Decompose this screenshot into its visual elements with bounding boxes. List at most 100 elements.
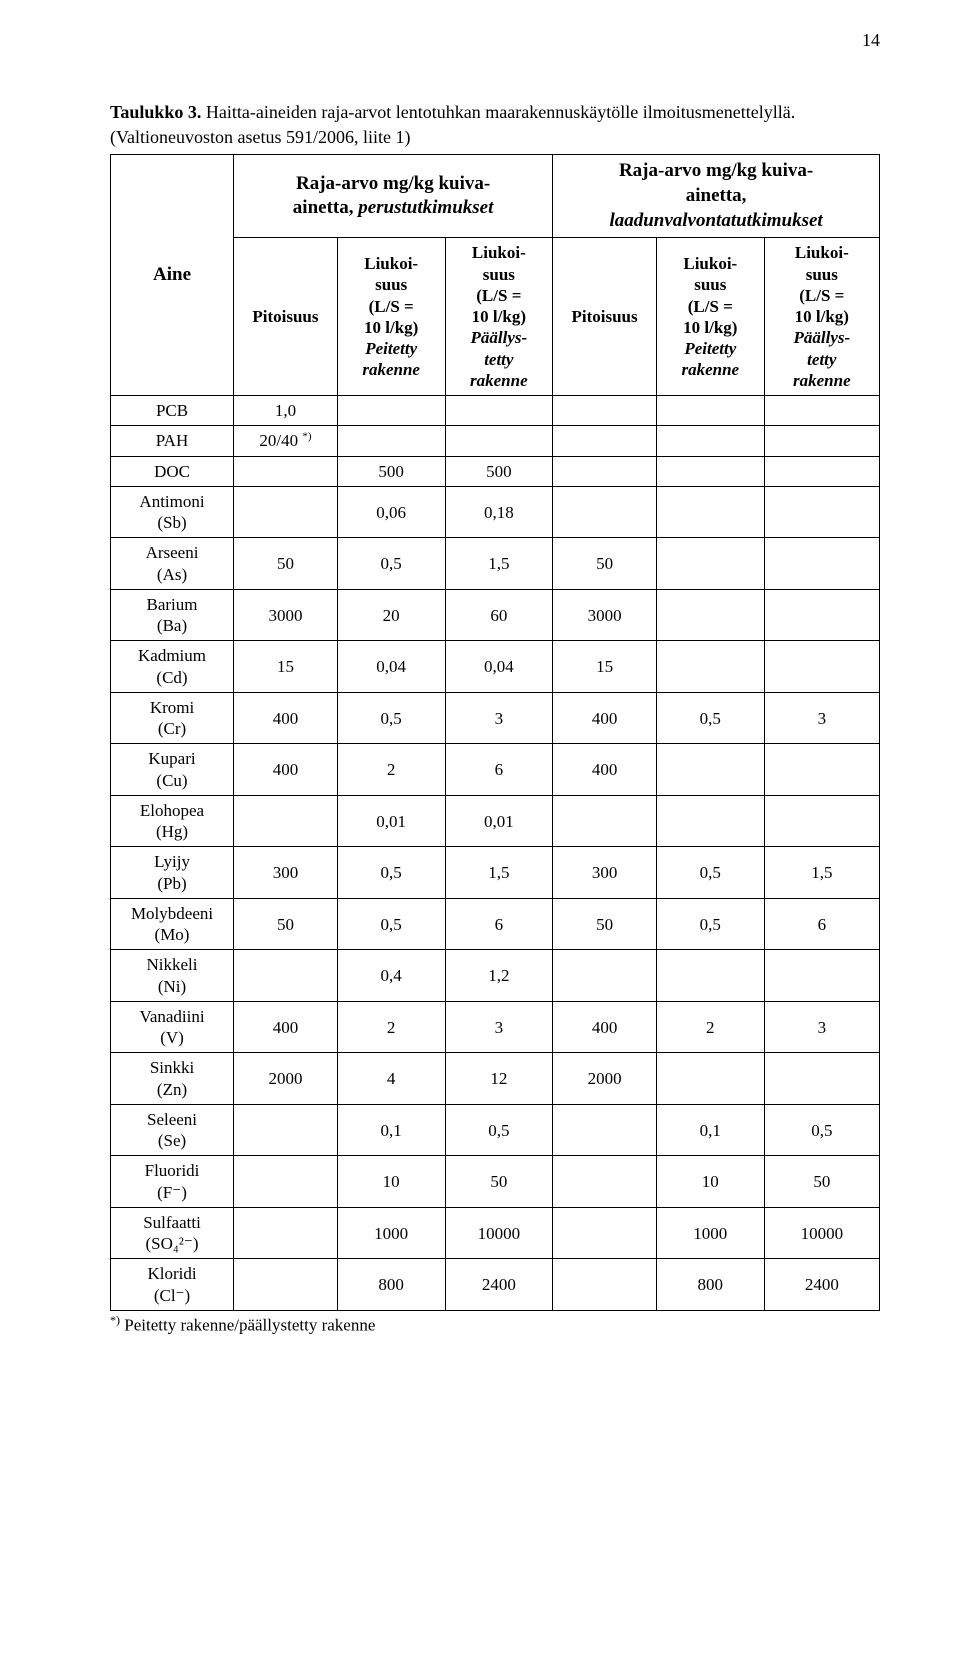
- cell-pitoisuus-2: [553, 1259, 657, 1311]
- header-peitetty-2: Liukoi-suus(L/S =10 l/kg) Peitettyrakenn…: [656, 238, 764, 396]
- table-row: Kromi(Cr)4000,534000,53: [111, 692, 880, 744]
- header-group-2-line2: ainetta,: [686, 185, 747, 206]
- cell-peitetty-1: 20: [337, 589, 445, 641]
- cell-peitetty-1: 0,5: [337, 538, 445, 590]
- cell-peitetty-2: [656, 744, 764, 796]
- caption-line2: (Valtioneuvoston asetus 591/2006, liite …: [110, 127, 410, 147]
- table-row: PAH20/40 *): [111, 426, 880, 456]
- row-label: Arseeni(As): [111, 538, 234, 590]
- header-group-2-ital: laadunvalvontatutkimukset: [609, 210, 822, 231]
- footnote-text: Peitetty rakenne/päällystetty rakenne: [120, 1316, 375, 1335]
- header-peitetty-1: Liukoi-suus(L/S =10 l/kg) Peitettyrakenn…: [337, 238, 445, 396]
- table-row: Antimoni(Sb)0,060,18: [111, 486, 880, 538]
- table-row: Barium(Ba)300020603000: [111, 589, 880, 641]
- row-label: Fluoridi(F⁻): [111, 1156, 234, 1208]
- cell-peitetty-1: 500: [337, 456, 445, 486]
- cell-pitoisuus-1: [234, 950, 338, 1002]
- table-row: Arseeni(As)500,51,550: [111, 538, 880, 590]
- cell-peitetty-1: [337, 426, 445, 456]
- cell-peitetty-2: 0,5: [656, 692, 764, 744]
- cell-paallys-2: [764, 486, 879, 538]
- cell-paallys-1: 1,5: [445, 847, 553, 899]
- row-label: PAH: [111, 426, 234, 456]
- page: 14 Taulukko 3. Haitta-aineiden raja-arvo…: [0, 0, 960, 1659]
- cell-pitoisuus-2: 400: [553, 744, 657, 796]
- row-label: Sinkki(Zn): [111, 1053, 234, 1105]
- table-row: Kloridi(Cl⁻)80024008002400: [111, 1259, 880, 1311]
- cell-peitetty-1: 10: [337, 1156, 445, 1208]
- cell-peitetty-1: 2: [337, 1001, 445, 1053]
- row-label: Kloridi(Cl⁻): [111, 1259, 234, 1311]
- cell-peitetty-2: [656, 538, 764, 590]
- cell-paallys-1: 6: [445, 898, 553, 950]
- cell-paallys-2: [764, 456, 879, 486]
- cell-paallys-1: 1,2: [445, 950, 553, 1002]
- cell-peitetty-1: 1000: [337, 1207, 445, 1259]
- cell-pitoisuus-2: 2000: [553, 1053, 657, 1105]
- cell-peitetty-1: 0,4: [337, 950, 445, 1002]
- cell-peitetty-1: 0,04: [337, 641, 445, 693]
- cell-paallys-2: 10000: [764, 1207, 879, 1259]
- cell-pitoisuus-2: [553, 1207, 657, 1259]
- header-liuk-3: Liukoi-suus(L/S =10 l/kg): [683, 254, 737, 337]
- cell-pitoisuus-2: [553, 795, 657, 847]
- cell-paallys-2: [764, 396, 879, 426]
- cell-pitoisuus-2: [553, 1104, 657, 1156]
- cell-peitetty-2: 1000: [656, 1207, 764, 1259]
- cell-pitoisuus-2: 400: [553, 692, 657, 744]
- row-label: Seleeni(Se): [111, 1104, 234, 1156]
- cell-paallys-2: [764, 950, 879, 1002]
- cell-paallys-2: 2400: [764, 1259, 879, 1311]
- cell-pitoisuus-1: [234, 486, 338, 538]
- cell-paallys-1: 500: [445, 456, 553, 486]
- row-label: Vanadiini(V): [111, 1001, 234, 1053]
- cell-paallys-1: 0,04: [445, 641, 553, 693]
- cell-paallys-1: 60: [445, 589, 553, 641]
- cell-paallys-2: 0,5: [764, 1104, 879, 1156]
- row-label: Molybdeeni(Mo): [111, 898, 234, 950]
- header-group-1: Raja-arvo mg/kg kuiva- ainetta, perustut…: [234, 155, 553, 238]
- cell-paallys-2: 50: [764, 1156, 879, 1208]
- header-group-1-line1: Raja-arvo mg/kg kuiva-: [296, 173, 490, 194]
- header-aine: Aine: [111, 155, 234, 396]
- table-row: Fluoridi(F⁻)10501050: [111, 1156, 880, 1208]
- header-group-1-line2: ainetta,: [293, 197, 358, 218]
- cell-paallys-1: 0,01: [445, 795, 553, 847]
- cell-peitetty-2: 800: [656, 1259, 764, 1311]
- caption-bold: Taulukko 3.: [110, 102, 201, 122]
- table-row: Seleeni(Se)0,10,50,10,5: [111, 1104, 880, 1156]
- row-label: Kromi(Cr): [111, 692, 234, 744]
- cell-pitoisuus-1: 400: [234, 1001, 338, 1053]
- cell-paallys-1: 6: [445, 744, 553, 796]
- cell-pitoisuus-1: 3000: [234, 589, 338, 641]
- cell-paallys-1: 0,18: [445, 486, 553, 538]
- cell-peitetty-2: [656, 426, 764, 456]
- row-label: Sulfaatti(SO₄²⁻): [111, 1207, 234, 1259]
- row-label: Kupari(Cu): [111, 744, 234, 796]
- cell-paallys-1: 1,5: [445, 538, 553, 590]
- row-label: Kadmium(Cd): [111, 641, 234, 693]
- cell-peitetty-2: [656, 396, 764, 426]
- header-liuk-4: Liukoi-suus(L/S =10 l/kg): [795, 243, 849, 326]
- cell-paallys-1: 50: [445, 1156, 553, 1208]
- cell-paallys-2: [764, 1053, 879, 1105]
- header-group-2-line1: Raja-arvo mg/kg kuiva-: [619, 160, 813, 181]
- header-pitoisuus-1: Pitoisuus: [234, 238, 338, 396]
- cell-paallys-1: 3: [445, 1001, 553, 1053]
- cell-pitoisuus-1: [234, 1207, 338, 1259]
- row-label: Lyijy(Pb): [111, 847, 234, 899]
- cell-paallys-1: [445, 396, 553, 426]
- cell-paallys-1: 10000: [445, 1207, 553, 1259]
- cell-peitetty-2: [656, 456, 764, 486]
- table-row: Elohopea(Hg)0,010,01: [111, 795, 880, 847]
- cell-paallys-1: 0,5: [445, 1104, 553, 1156]
- cell-pitoisuus-1: [234, 456, 338, 486]
- header-peitetty-2-ital: Peitettyrakenne: [681, 339, 739, 379]
- table-caption: Taulukko 3. Haitta-aineiden raja-arvot l…: [110, 100, 880, 150]
- header-liuk-1: Liukoi-suus(L/S =10 l/kg): [364, 254, 418, 337]
- cell-peitetty-2: [656, 795, 764, 847]
- cell-pitoisuus-2: 50: [553, 898, 657, 950]
- caption-rest: Haitta-aineiden raja-arvot lentotuhkan m…: [201, 102, 795, 122]
- cell-paallys-2: [764, 795, 879, 847]
- limits-table: Aine Raja-arvo mg/kg kuiva- ainetta, per…: [110, 154, 880, 1311]
